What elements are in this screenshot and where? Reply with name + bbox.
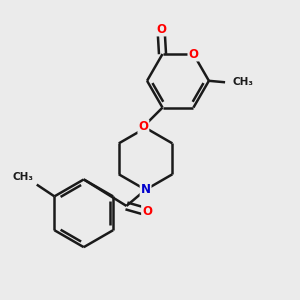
Text: CH₃: CH₃ bbox=[13, 172, 34, 182]
Text: CH₃: CH₃ bbox=[232, 77, 254, 87]
Text: O: O bbox=[188, 47, 198, 61]
Text: O: O bbox=[156, 22, 166, 35]
Text: N: N bbox=[141, 183, 151, 196]
Text: O: O bbox=[138, 120, 148, 133]
Text: O: O bbox=[142, 205, 152, 218]
